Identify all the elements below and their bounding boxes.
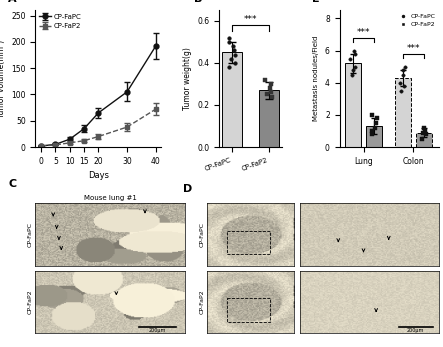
Point <box>268 90 275 95</box>
Point <box>226 39 233 45</box>
Point <box>401 64 408 69</box>
Text: D: D <box>183 184 192 194</box>
Point <box>226 35 233 41</box>
Point <box>399 72 406 77</box>
Y-axis label: CP-FaP2: CP-FaP2 <box>200 289 205 314</box>
Bar <box>227 231 270 254</box>
Point <box>230 48 237 53</box>
Point <box>232 52 239 57</box>
X-axis label: Days: Days <box>88 171 109 180</box>
Text: B: B <box>194 0 202 4</box>
Y-axis label: Tumor weight(g): Tumor weight(g) <box>183 47 192 110</box>
Point <box>396 80 403 85</box>
Text: 200μm: 200μm <box>149 328 166 333</box>
Point <box>418 136 425 142</box>
Point <box>266 85 273 91</box>
Y-axis label: CP-FaPC: CP-FaPC <box>27 222 33 247</box>
Bar <box>345 64 361 147</box>
Y-axis label: Tumor volume(mm³): Tumor volume(mm³) <box>0 40 6 118</box>
Bar <box>366 126 382 147</box>
Bar <box>395 78 411 147</box>
Bar <box>259 90 279 147</box>
Text: E: E <box>312 0 319 4</box>
Point <box>225 65 232 70</box>
Text: ***: *** <box>244 16 257 25</box>
Point <box>421 128 428 134</box>
Y-axis label: Metastasis nodules/Field: Metastasis nodules/Field <box>314 36 319 121</box>
Point <box>420 130 427 135</box>
Point <box>398 88 405 94</box>
Point <box>369 128 376 134</box>
Point <box>350 48 358 53</box>
Point <box>350 67 357 73</box>
Bar <box>222 52 242 147</box>
Point <box>368 132 375 137</box>
Point <box>372 125 379 130</box>
Point <box>269 94 276 99</box>
Point <box>400 67 407 73</box>
Title: Mouse lung #1: Mouse lung #1 <box>84 195 136 201</box>
Text: A: A <box>8 0 16 4</box>
Point <box>347 56 354 61</box>
Text: 200μm: 200μm <box>407 328 424 333</box>
Text: ***: *** <box>357 28 370 37</box>
Point <box>369 112 376 118</box>
Point <box>373 115 381 121</box>
Legend: CP-FaPC, CP-FaP2: CP-FaPC, CP-FaP2 <box>396 14 435 27</box>
Point <box>400 83 408 89</box>
Point <box>423 132 430 137</box>
Text: ***: *** <box>407 44 420 53</box>
Point <box>231 60 238 66</box>
Point <box>372 120 379 126</box>
Point <box>229 43 236 49</box>
Bar <box>227 298 270 322</box>
Point <box>267 81 274 87</box>
Text: C: C <box>8 179 17 189</box>
Point <box>228 56 235 61</box>
Point <box>263 92 270 97</box>
Point <box>351 64 358 69</box>
Point <box>348 72 355 77</box>
Point <box>262 77 269 83</box>
Legend: CP-FaPC, CP-FaP2: CP-FaPC, CP-FaP2 <box>39 14 81 29</box>
Bar <box>416 133 432 147</box>
Point <box>420 125 427 130</box>
Point <box>351 51 358 57</box>
Y-axis label: CP-FaPC: CP-FaPC <box>200 222 205 247</box>
Y-axis label: CP-FaP2: CP-FaP2 <box>27 289 33 314</box>
